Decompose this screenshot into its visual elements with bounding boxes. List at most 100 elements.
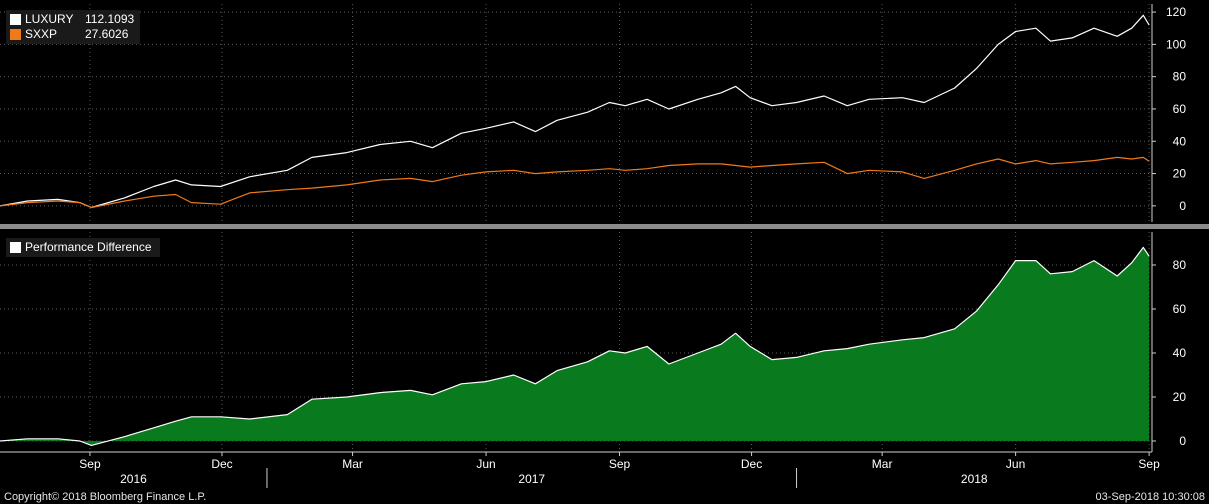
- point-luxury-25: [647, 99, 648, 100]
- legend-swatch-sxxp: [10, 29, 21, 40]
- point-luxury-8: [191, 184, 192, 185]
- point-sxxp-8: [191, 202, 192, 203]
- point-luxury-1: [27, 200, 28, 201]
- point-sxxp-31: [771, 165, 772, 166]
- point-performance-difference-14: [380, 392, 381, 393]
- point-sxxp-42: [1035, 160, 1036, 161]
- point-sxxp-18: [485, 171, 486, 172]
- point-luxury-24: [625, 105, 626, 106]
- point-sxxp-48: [1143, 157, 1144, 158]
- legend-value-sxxp: 27.6026: [85, 27, 129, 41]
- top-ytick-label-40: 40: [1173, 134, 1187, 148]
- point-sxxp-34: [847, 173, 848, 174]
- year-label-2017: 2017: [518, 472, 545, 486]
- point-luxury-28: [721, 92, 722, 93]
- point-performance-difference-34: [847, 348, 848, 349]
- point-luxury-10: [249, 176, 250, 177]
- point-luxury-5: [124, 197, 125, 198]
- point-sxxp-25: [647, 168, 648, 169]
- point-sxxp-14: [380, 179, 381, 180]
- point-luxury-6: [153, 186, 154, 187]
- point-performance-difference-30: [750, 346, 751, 347]
- point-luxury-49: [1149, 24, 1150, 25]
- x-tick-label-7: Jun: [1006, 457, 1025, 471]
- bottom-panel-legend: Performance Difference: [6, 238, 160, 257]
- point-sxxp-7: [175, 194, 176, 195]
- bottom-ytick-label-0: 0: [1179, 434, 1186, 448]
- point-luxury-11: [287, 170, 288, 171]
- point-performance-difference-23: [609, 350, 610, 351]
- bottom-ytick-label-40: 40: [1173, 346, 1187, 360]
- point-luxury-26: [668, 108, 669, 109]
- x-tick-label-2: Mar: [342, 457, 363, 471]
- top-panel-series: [0, 14, 1150, 209]
- point-sxxp-35: [869, 170, 870, 171]
- point-luxury-23: [609, 102, 610, 103]
- point-sxxp-13: [346, 184, 347, 185]
- panel-separator-bar[interactable]: [0, 224, 1209, 229]
- x-tick-label-5: Dec: [741, 457, 762, 471]
- point-performance-difference-41: [1015, 260, 1016, 261]
- point-sxxp-23: [609, 168, 610, 169]
- point-luxury-33: [824, 95, 825, 96]
- legend-entry-sxxp[interactable]: SXXP 27.6026: [10, 27, 134, 42]
- point-luxury-20: [535, 131, 536, 132]
- point-performance-difference-27: [697, 352, 698, 353]
- point-performance-difference-29: [735, 333, 736, 334]
- panel-separator[interactable]: [0, 224, 1209, 229]
- point-performance-difference-49: [1149, 256, 1150, 257]
- point-luxury-29: [735, 86, 736, 87]
- year-label-2016: 2016: [120, 472, 147, 486]
- point-performance-difference-10: [249, 418, 250, 419]
- point-luxury-22: [587, 112, 588, 113]
- timestamp-text: 03-Sep-2018 10:30:08: [1095, 491, 1205, 503]
- point-sxxp-3: [79, 202, 80, 203]
- point-luxury-12: [311, 157, 312, 158]
- point-luxury-35: [869, 99, 870, 100]
- x-axis: Sep Dec Mar Jun Sep Dec Mar Jun Sep 2016 2017 2018: [0, 451, 1160, 488]
- legend-name-sxxp: SXXP: [25, 27, 58, 41]
- top-panel-y-axis: 0 20 40 60 80 100 120: [1151, 4, 1187, 222]
- top-panel-legend: LUXURY 112.1093 SXXP 27.6026: [6, 10, 141, 44]
- point-sxxp-20: [535, 173, 536, 174]
- point-sxxp-16: [432, 181, 433, 182]
- point-luxury-48: [1143, 15, 1144, 16]
- point-luxury-46: [1117, 36, 1118, 37]
- point-performance-difference-2: [57, 438, 58, 439]
- point-performance-difference-31: [771, 359, 772, 360]
- point-performance-difference-3: [79, 440, 80, 441]
- legend-entry-performance-difference[interactable]: Performance Difference: [10, 240, 152, 255]
- point-luxury-41: [1015, 31, 1016, 32]
- point-sxxp-19: [513, 170, 514, 171]
- point-performance-difference-33: [824, 350, 825, 351]
- top-ytick-label-0: 0: [1179, 199, 1186, 213]
- point-performance-difference-45: [1093, 260, 1094, 261]
- point-sxxp-28: [721, 163, 722, 164]
- point-sxxp-27: [697, 163, 698, 164]
- point-sxxp-2: [57, 200, 58, 201]
- point-luxury-14: [380, 144, 381, 145]
- point-luxury-13: [346, 152, 347, 153]
- point-luxury-30: [750, 97, 751, 98]
- point-luxury-19: [513, 121, 514, 122]
- x-tick-label-3: Jun: [476, 457, 495, 471]
- point-sxxp-46: [1117, 157, 1118, 158]
- point-sxxp-11: [287, 189, 288, 190]
- legend-name-performance-difference: Performance Difference: [25, 240, 152, 254]
- legend-swatch-luxury: [10, 14, 21, 25]
- point-performance-difference-18: [485, 381, 486, 382]
- point-performance-difference-21: [557, 370, 558, 371]
- point-sxxp-15: [410, 178, 411, 179]
- point-luxury-37: [924, 102, 925, 103]
- bottom-ytick-label-20: 20: [1173, 390, 1187, 404]
- point-sxxp-47: [1131, 158, 1132, 159]
- legend-entry-luxury[interactable]: LUXURY 112.1093: [10, 12, 134, 27]
- point-luxury-27: [697, 99, 698, 100]
- year-label-2018: 2018: [961, 472, 988, 486]
- top-ytick-label-80: 80: [1173, 70, 1187, 84]
- point-luxury-34: [847, 105, 848, 106]
- point-luxury-31: [771, 105, 772, 106]
- legend-value-luxury: 112.1093: [85, 12, 135, 26]
- point-sxxp-12: [311, 188, 312, 189]
